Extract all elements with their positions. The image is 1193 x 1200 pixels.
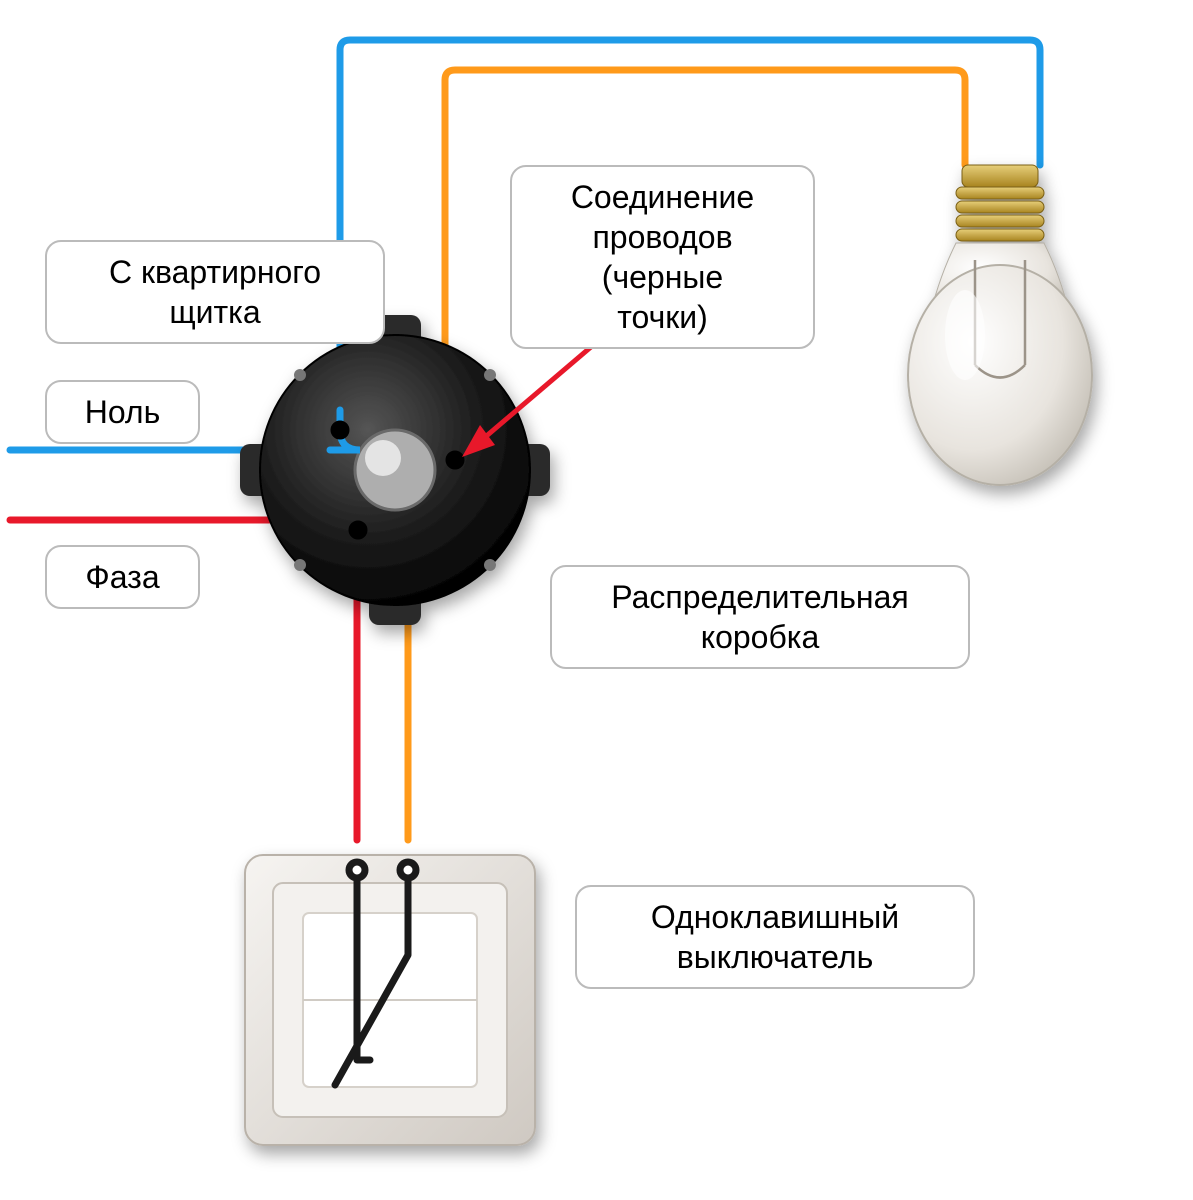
label-phase: Фаза — [45, 545, 200, 609]
wiring-diagram-canvas: С квартирного щитка Ноль Фаза Соединение… — [0, 0, 1193, 1200]
label-zero: Ноль — [45, 380, 200, 444]
lightbulb-icon — [908, 165, 1092, 485]
label-panel: С квартирного щитка — [45, 240, 385, 344]
label-connections: Соединение проводов (черные точки) — [510, 165, 815, 349]
wall-switch-icon — [245, 855, 535, 1145]
label-switch: Одноклавишный выключатель — [575, 885, 975, 989]
junction-box-icon — [240, 315, 550, 625]
label-junction-box: Распределительная коробка — [550, 565, 970, 669]
